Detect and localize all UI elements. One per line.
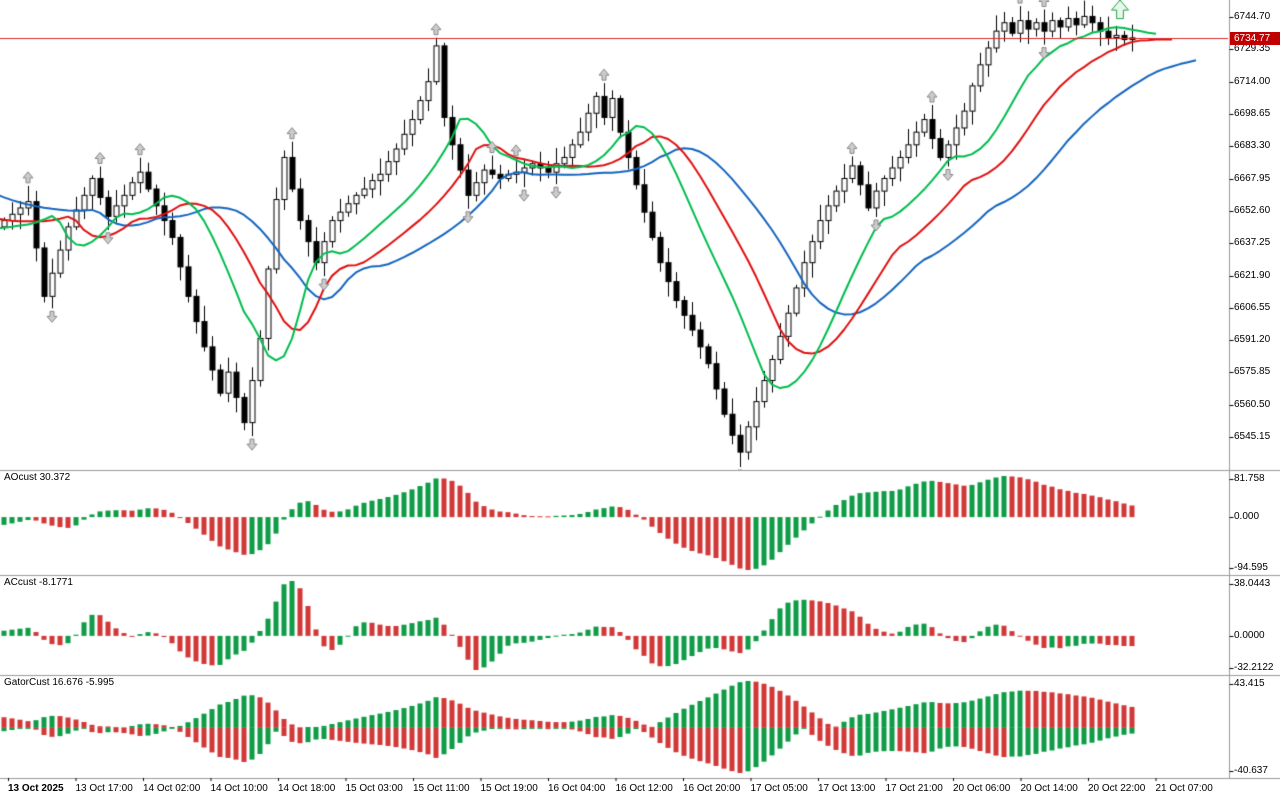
indicator-title-accelerator: ACcust -8.1771: [2, 577, 75, 588]
time-axis-label: 20 Oct 14:00: [1020, 783, 1078, 794]
price-axis-label: 6575.85: [1234, 366, 1271, 378]
time-axis-label: 20 Oct 22:00: [1088, 783, 1146, 794]
time-axis-label: 15 Oct 03:00: [345, 783, 403, 794]
time-axis-label: 13 Oct 17:00: [75, 783, 133, 794]
indicator-title-awesome-oscillator: AOcust 30.372: [2, 472, 73, 483]
time-axis-label: 17 Oct 21:00: [885, 783, 943, 794]
time-axis-label: 17 Oct 13:00: [818, 783, 876, 794]
price-axis-label: 6637.25: [1234, 237, 1271, 249]
time-axis-label: 15 Oct 11:00: [413, 783, 470, 794]
time-axis-label: 13 Oct 2025: [8, 783, 64, 794]
time-axis-label: 16 Oct 04:00: [548, 783, 606, 794]
indicator-axis-label: 0.0000: [1234, 629, 1265, 641]
price-axis-label: 6729.35: [1234, 43, 1271, 55]
price-axis-label: 6652.60: [1234, 204, 1271, 216]
price-axis-label: 6744.70: [1234, 11, 1271, 23]
time-axis-label: 16 Oct 12:00: [615, 783, 673, 794]
indicator-title-gator: GatorCust 16.676 -5.995: [2, 677, 117, 688]
indicator-axis-label: -94.595: [1234, 562, 1268, 573]
price-axis-label: 6667.95: [1234, 172, 1271, 184]
indicator-axis-label: 43.415: [1234, 678, 1265, 689]
time-axis-label: 20 Oct 06:00: [953, 783, 1011, 794]
price-axis-label: 6714.00: [1234, 75, 1271, 87]
time-axis-label: 16 Oct 20:00: [683, 783, 741, 794]
indicator-axis-label: 0.000: [1234, 511, 1260, 523]
indicator-axis-label: -40.637: [1234, 765, 1268, 776]
time-axis-label: 17 Oct 05:00: [750, 783, 808, 794]
time-axis-label: 21 Oct 07:00: [1155, 783, 1213, 794]
price-axis-label: 6591.20: [1234, 334, 1271, 346]
price-axis-label: 6683.30: [1234, 140, 1271, 152]
price-axis-label: 6621.90: [1234, 269, 1271, 281]
time-axis-label: 14 Oct 02:00: [143, 783, 201, 794]
price-axis-label: 6560.50: [1234, 398, 1271, 410]
time-axis-label: 15 Oct 19:00: [480, 783, 538, 794]
bid-price-badge: 6734.77: [1230, 32, 1280, 45]
price-axis-label: 6698.65: [1234, 107, 1271, 119]
time-axis-label: 14 Oct 10:00: [210, 783, 268, 794]
price-axis-label: 6545.15: [1234, 431, 1271, 443]
time-axis-label: 14 Oct 18:00: [278, 783, 336, 794]
indicator-axis-label: 38.0443: [1234, 578, 1271, 589]
price-axis-label: 6606.55: [1234, 301, 1271, 313]
indicator-axis-label: -32.2122: [1234, 662, 1274, 673]
indicator-axis-label: 81.758: [1234, 473, 1265, 484]
